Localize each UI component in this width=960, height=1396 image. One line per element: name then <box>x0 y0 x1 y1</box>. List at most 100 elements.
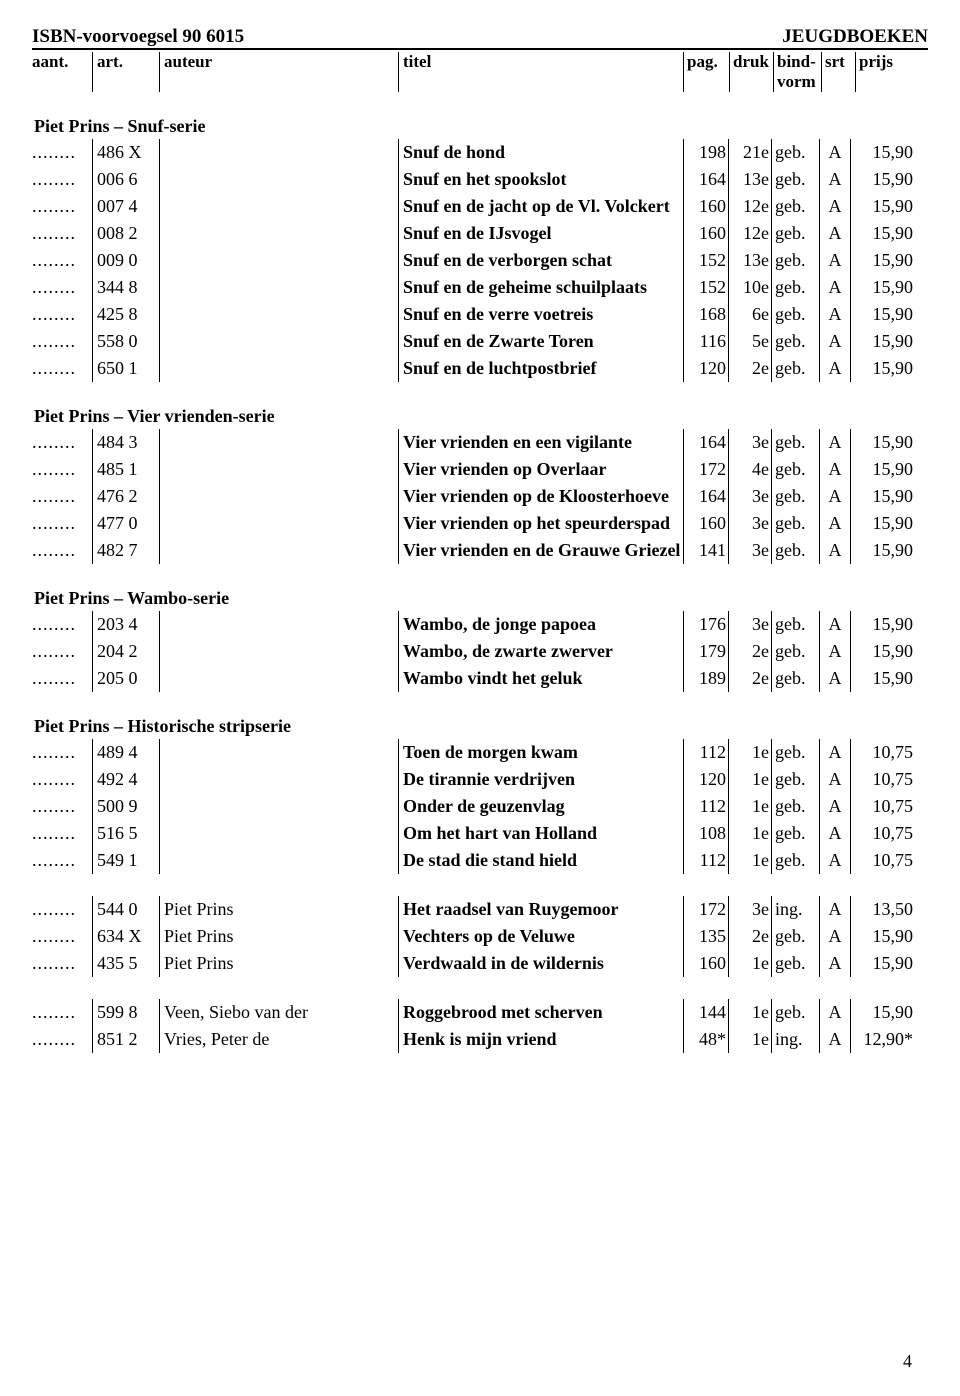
cell-prijs: 15,90 <box>850 638 915 665</box>
cell-prijs: 15,90 <box>850 139 915 166</box>
cell-art: 482 7 <box>92 537 159 564</box>
cell-prijs: 15,90 <box>850 166 915 193</box>
section-table: ........489 4Toen de morgen kwam1121egeb… <box>32 739 928 874</box>
cell-druk: 13e <box>728 247 771 274</box>
table-row: ........549 1De stad die stand hield1121… <box>32 847 928 874</box>
cell-art: 344 8 <box>92 274 159 301</box>
table-row: ........476 2 Vier vrienden op de Klooste… <box>32 483 928 510</box>
cell-titel: Wambo, de zwarte zwerver <box>398 638 683 665</box>
cell-prijs: 15,90 <box>850 456 915 483</box>
cell-art: 650 1 <box>92 355 159 382</box>
page-header-bar: ISBN-voorvoegsel 90 6015 JEUGDBOEKEN <box>32 26 928 50</box>
cell-srt: A <box>819 429 850 456</box>
table-row: ........500 9Onder de geuzenvlag1121egeb… <box>32 793 928 820</box>
cell-art: 006 6 <box>92 166 159 193</box>
cell-bind: geb. <box>771 166 819 193</box>
cell-bind: geb. <box>771 923 819 950</box>
cell-pag: 112 <box>683 847 728 874</box>
cell-prijs: 15,90 <box>850 510 915 537</box>
cell-titel: Het raadsel van Ruygemoor <box>398 896 683 923</box>
col-header-pag: pag. <box>683 52 729 92</box>
cell-art: 516 5 <box>92 820 159 847</box>
cell-auteur <box>159 166 398 193</box>
cell-auteur: Veen, Siebo van der <box>159 999 398 1026</box>
table-row: ........599 8Veen, Siebo van derRoggebro… <box>32 999 928 1026</box>
cell-auteur <box>159 220 398 247</box>
cell-bind: geb. <box>771 999 819 1026</box>
cell-druk: 6e <box>728 301 771 328</box>
cell-pag: 116 <box>683 328 728 355</box>
cell-pag: 172 <box>683 456 728 483</box>
cell-druk: 1e <box>728 739 771 766</box>
cell-art: 476 2 <box>92 483 159 510</box>
cell-aant: ........ <box>32 1026 92 1053</box>
cell-bind: geb. <box>771 611 819 638</box>
cell-srt: A <box>819 923 850 950</box>
cell-pag: 160 <box>683 510 728 537</box>
cell-bind: geb. <box>771 638 819 665</box>
cell-pag: 160 <box>683 193 728 220</box>
table-row: ........485 1Vier vrienden op Overlaar17… <box>32 456 928 483</box>
cell-bind: geb. <box>771 139 819 166</box>
cell-prijs: 15,90 <box>850 923 915 950</box>
col-header-art: art. <box>92 52 159 92</box>
cell-prijs: 15,90 <box>850 193 915 220</box>
section-title: Piet Prins – Historische stripserie <box>32 716 928 737</box>
cell-aant: ........ <box>32 220 92 247</box>
cell-auteur: Piet Prins <box>159 896 398 923</box>
cell-bind: geb. <box>771 328 819 355</box>
cell-titel: Vier vrienden op de Kloosterhoeve <box>398 483 683 510</box>
cell-art: 489 4 <box>92 739 159 766</box>
table-row: ........544 0Piet PrinsHet raadsel van R… <box>32 896 928 923</box>
cell-druk: 13e <box>728 166 771 193</box>
col-header-aant: aant. <box>32 52 92 92</box>
cell-titel: Om het hart van Holland <box>398 820 683 847</box>
section-title: Piet Prins – Snuf-serie <box>32 116 928 137</box>
cell-druk: 3e <box>728 611 771 638</box>
cell-titel: Wambo, de jonge papoea <box>398 611 683 638</box>
cell-pag: 112 <box>683 739 728 766</box>
cell-titel: Snuf en de geheime schuilplaats <box>398 274 683 301</box>
cell-titel: De tirannie verdrijven <box>398 766 683 793</box>
cell-aant: ........ <box>32 638 92 665</box>
cell-aant: ........ <box>32 766 92 793</box>
cell-aant: ........ <box>32 665 92 692</box>
cell-auteur <box>159 483 398 510</box>
cell-art: 425 8 <box>92 301 159 328</box>
cell-titel: Snuf en de IJsvogel <box>398 220 683 247</box>
section-gap <box>32 977 928 999</box>
cell-bind: geb. <box>771 820 819 847</box>
cell-druk: 4e <box>728 456 771 483</box>
cell-bind: geb. <box>771 847 819 874</box>
cell-pag: 144 <box>683 999 728 1026</box>
cell-auteur <box>159 355 398 382</box>
cell-aant: ........ <box>32 483 92 510</box>
cell-druk: 12e <box>728 220 771 247</box>
cell-srt: A <box>819 999 850 1026</box>
cell-art: 485 1 <box>92 456 159 483</box>
column-headers: aant. art. auteur titel pag. druk bind-v… <box>32 50 928 92</box>
cell-srt: A <box>819 611 850 638</box>
cell-bind: geb. <box>771 193 819 220</box>
cell-art: 477 0 <box>92 510 159 537</box>
cell-auteur <box>159 247 398 274</box>
cell-art: 435 5 <box>92 950 159 977</box>
cell-pag: 179 <box>683 638 728 665</box>
cell-bind: ing. <box>771 896 819 923</box>
cell-bind: ing. <box>771 1026 819 1053</box>
cell-art: 851 2 <box>92 1026 159 1053</box>
cell-pag: 176 <box>683 611 728 638</box>
cell-druk: 1e <box>728 766 771 793</box>
cell-prijs: 15,90 <box>850 247 915 274</box>
cell-srt: A <box>819 950 850 977</box>
cell-aant: ........ <box>32 537 92 564</box>
cell-druk: 5e <box>728 328 771 355</box>
cell-bind: geb. <box>771 429 819 456</box>
cell-art: 486 X <box>92 139 159 166</box>
cell-titel: De stad die stand hield <box>398 847 683 874</box>
cell-aant: ........ <box>32 247 92 274</box>
cell-titel: Vier vrienden en de Grauwe Griezel <box>398 537 683 564</box>
cell-titel: Snuf en de jacht op de Vl. Volckert <box>398 193 683 220</box>
cell-druk: 3e <box>728 429 771 456</box>
cell-druk: 21e <box>728 139 771 166</box>
